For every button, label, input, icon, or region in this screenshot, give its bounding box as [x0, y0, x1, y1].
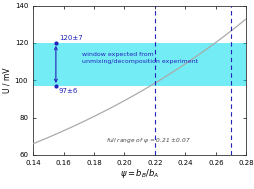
X-axis label: $\psi = b_B/b_A$: $\psi = b_B/b_A$: [120, 167, 159, 180]
Text: full range of $\psi$ = 0.21 ±0.07: full range of $\psi$ = 0.21 ±0.07: [106, 136, 191, 145]
Bar: [33, 43, 246, 86]
Y-axis label: U / mV: U / mV: [3, 68, 12, 93]
Text: 97±6: 97±6: [59, 88, 78, 94]
Text: window expected from
unmixing/decomposition experiment: window expected from unmixing/decomposit…: [82, 52, 198, 64]
Text: 120±7: 120±7: [59, 35, 83, 41]
